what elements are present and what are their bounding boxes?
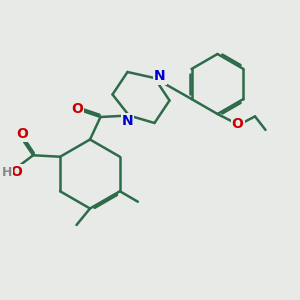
Text: O: O xyxy=(11,165,22,179)
Text: O: O xyxy=(71,102,83,116)
Text: O: O xyxy=(17,127,28,141)
Text: H: H xyxy=(2,166,12,178)
Text: N: N xyxy=(122,114,133,128)
Text: O: O xyxy=(232,117,244,131)
Text: N: N xyxy=(154,70,166,83)
